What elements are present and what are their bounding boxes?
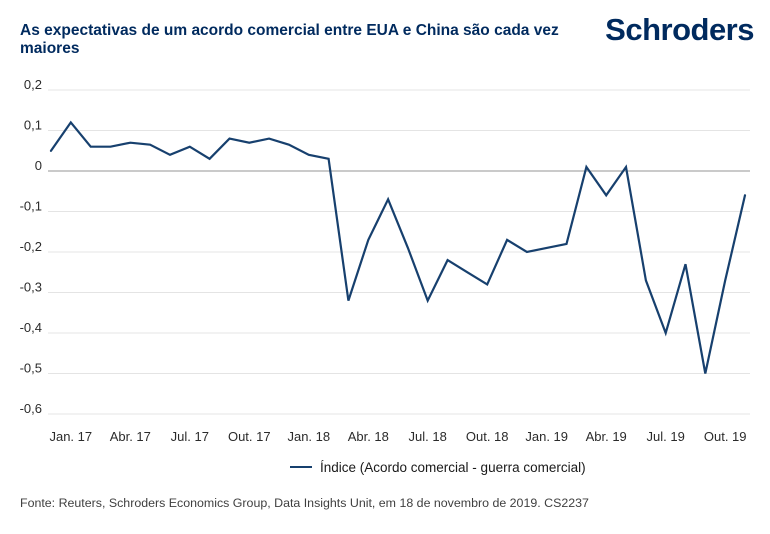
y-axis-tick-label: 0,2 [24,77,42,92]
y-axis-tick-label: -0,6 [20,401,42,416]
x-axis-tick-label: Out. 19 [704,429,747,444]
chart-svg: 0,2 0,1 0 -0,1 -0,2 -0,3 -0,4 -0,5 -0,6 Jan. 17 Ab… [20,77,750,444]
x-axis-tick-label: Jan. 19 [525,429,568,444]
y-axis-tick-label: 0,1 [24,118,42,133]
y-axis-tick-label: -0,3 [20,280,42,295]
x-axis-tick-label: Jul. 19 [647,429,685,444]
x-axis-tick-label: Abr. 17 [110,429,151,444]
x-axis-tick-label: Jan. 18 [287,429,330,444]
x-axis-tick-label: Abr. 18 [348,429,389,444]
page-title: As expectativas de um acordo comercial e… [20,22,559,57]
schroders-logo: Schroders [605,12,754,47]
y-axis-tick-label: -0,5 [20,361,42,376]
source-note: Fonte: Reuters, Schroders Economics Grou… [20,496,589,510]
x-axis-tick-label: Abr. 19 [586,429,627,444]
legend-label: Índice (Acordo comercial - guerra comerc… [320,459,586,475]
x-axis-tick-label: Jan. 17 [49,429,92,444]
y-axis-tick-label: -0,1 [20,199,42,214]
x-axis-tick-label: Jul. 18 [409,429,447,444]
x-axis-tick-label: Jul. 17 [171,429,209,444]
y-axis-tick-label: 0 [35,158,42,173]
legend: Índice (Acordo comercial - guerra comerc… [290,458,586,476]
y-axis-tick-label: -0,4 [20,320,42,335]
x-axis-tick-label: Out. 18 [466,429,509,444]
x-axis-tick-label: Out. 17 [228,429,271,444]
y-axis-tick-label: -0,2 [20,239,42,254]
index-series-line [49,120,747,374]
legend-line-swatch [290,465,312,469]
